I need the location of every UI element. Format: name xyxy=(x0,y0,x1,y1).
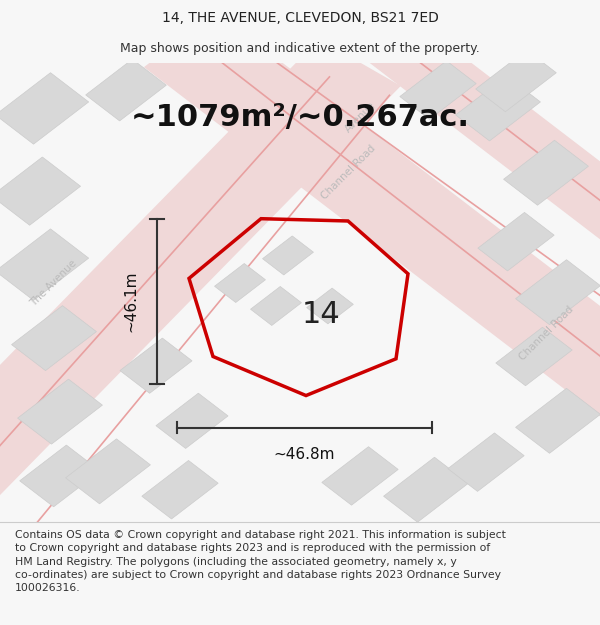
Polygon shape xyxy=(496,328,572,386)
Polygon shape xyxy=(0,72,89,144)
Polygon shape xyxy=(0,229,89,301)
Polygon shape xyxy=(142,461,218,519)
Polygon shape xyxy=(156,393,228,448)
Text: ~46.8m: ~46.8m xyxy=(274,447,335,462)
Polygon shape xyxy=(251,286,301,326)
Polygon shape xyxy=(478,213,554,271)
Text: The Avenue: The Avenue xyxy=(29,258,79,308)
Polygon shape xyxy=(503,140,589,205)
Polygon shape xyxy=(476,50,556,112)
Text: Avenue: Avenue xyxy=(343,101,377,135)
Polygon shape xyxy=(11,306,97,371)
Polygon shape xyxy=(515,388,600,453)
Polygon shape xyxy=(86,59,166,121)
Polygon shape xyxy=(0,157,80,225)
Polygon shape xyxy=(65,439,151,504)
Polygon shape xyxy=(365,20,600,289)
Polygon shape xyxy=(263,236,313,275)
Polygon shape xyxy=(383,458,469,522)
Polygon shape xyxy=(120,338,192,393)
Polygon shape xyxy=(144,12,600,434)
Polygon shape xyxy=(17,379,103,444)
Polygon shape xyxy=(307,288,353,324)
Polygon shape xyxy=(448,433,524,491)
Polygon shape xyxy=(515,260,600,324)
Text: ~46.1m: ~46.1m xyxy=(123,271,138,332)
Polygon shape xyxy=(0,39,401,545)
Polygon shape xyxy=(20,445,100,507)
Text: 14, THE AVENUE, CLEVEDON, BS21 7ED: 14, THE AVENUE, CLEVEDON, BS21 7ED xyxy=(161,11,439,24)
Text: ~1079m²/~0.267ac.: ~1079m²/~0.267ac. xyxy=(131,103,470,132)
Text: Channel Road: Channel Road xyxy=(517,304,575,362)
Polygon shape xyxy=(455,76,541,141)
Text: Contains OS data © Crown copyright and database right 2021. This information is : Contains OS data © Crown copyright and d… xyxy=(15,530,506,593)
Polygon shape xyxy=(322,447,398,505)
Text: 14: 14 xyxy=(302,299,340,329)
Polygon shape xyxy=(215,264,265,302)
Polygon shape xyxy=(400,61,476,119)
Text: Map shows position and indicative extent of the property.: Map shows position and indicative extent… xyxy=(120,42,480,55)
Text: Channel Road: Channel Road xyxy=(319,144,377,202)
